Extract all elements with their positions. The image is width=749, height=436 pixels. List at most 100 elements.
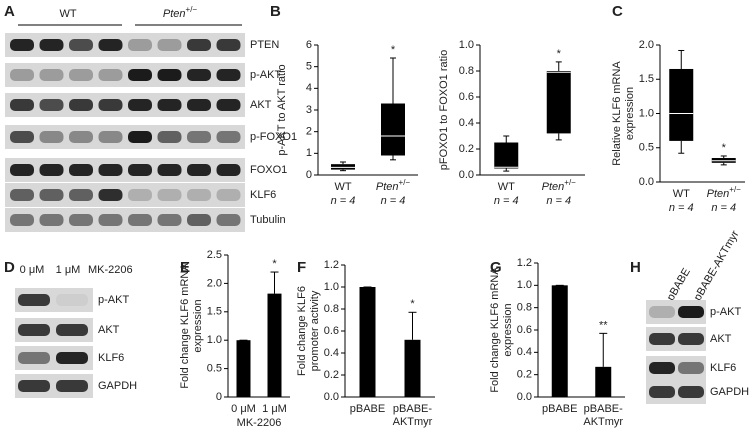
y-tick-label: 0.0 <box>639 176 654 188</box>
blot-band <box>69 214 93 226</box>
y-axis-label: pFOXO1 to FOXO1 ratio <box>438 50 450 170</box>
blot-band <box>128 69 152 81</box>
n-label: n = 4 <box>381 195 406 207</box>
treatment-label: MK-2206 <box>88 264 133 276</box>
y-tick-label: 0.4 <box>324 347 339 359</box>
panel-label: H <box>630 259 641 276</box>
x-tick-label: WT <box>673 188 690 200</box>
y-tick-label: 3 <box>306 104 312 116</box>
group-label: 1 μM <box>56 264 81 276</box>
blot-band <box>157 164 182 176</box>
blot-band <box>216 214 241 226</box>
n-label: n = 4 <box>494 195 519 207</box>
blot-band <box>56 324 88 336</box>
group-label: WT <box>59 8 76 20</box>
blot-band <box>128 189 152 201</box>
blot-band <box>39 131 64 143</box>
blot-band <box>187 131 211 143</box>
box <box>381 103 405 156</box>
blot-band <box>678 333 704 345</box>
bar <box>551 285 568 397</box>
n-label: n = 4 <box>669 202 694 214</box>
x-tick-label: pBABE <box>542 403 577 415</box>
box <box>331 164 355 170</box>
blot-band <box>10 189 34 201</box>
y-tick-label: 2.5 <box>207 249 222 261</box>
blot-band <box>649 362 675 374</box>
y-tick-label: 1.0 <box>207 334 222 346</box>
y-tick-label: 0.8 <box>517 302 532 314</box>
blot-band <box>10 99 34 111</box>
blot-band <box>69 69 93 81</box>
blot-band <box>69 39 93 51</box>
x-tick-label: Pten+/− <box>542 178 577 193</box>
blot-band <box>128 214 152 226</box>
row-label: p-AKT <box>98 294 129 306</box>
bar <box>404 339 421 397</box>
blot-band <box>10 214 34 226</box>
blot-band <box>187 189 211 201</box>
blot-band <box>128 39 152 51</box>
row-label: PTEN <box>250 39 279 51</box>
box <box>546 71 571 134</box>
blot-band <box>39 189 64 201</box>
y-tick-label: 0.2 <box>324 369 339 381</box>
row-label: AKT <box>250 99 272 111</box>
blot-band <box>98 99 123 111</box>
y-tick-label: 5 <box>306 61 312 73</box>
x-tick-label: pBABE-AKTmyr <box>583 403 623 428</box>
blot-band <box>187 99 211 111</box>
y-tick-label: 0.2 <box>517 369 532 381</box>
y-tick-label: 1.2 <box>324 259 339 271</box>
y-tick-label: 1.5 <box>639 73 654 85</box>
y-tick-label: 2 <box>306 126 312 138</box>
blot-band <box>98 214 123 226</box>
blot-band <box>10 69 34 81</box>
group-label: pBABE-AKTmyr <box>692 228 742 303</box>
x-tick-label: 0 μM <box>231 403 256 415</box>
group-label: pBABE <box>665 266 693 303</box>
row-label: p-AKT <box>250 69 281 81</box>
row-label: AKT <box>98 324 120 336</box>
blot-band <box>216 164 241 176</box>
blot-band <box>157 39 182 51</box>
blot-band <box>678 306 704 318</box>
blot-band <box>39 39 64 51</box>
blot-band <box>187 69 211 81</box>
row-label: KLF6 <box>250 189 276 201</box>
y-axis-label: promoter activity <box>309 290 321 371</box>
blot-band <box>98 39 123 51</box>
x-tick-label: pBABE <box>350 403 385 415</box>
row-label: GAPDH <box>98 380 137 392</box>
y-tick-label: 2.0 <box>207 277 222 289</box>
blot-band <box>39 214 64 226</box>
bar <box>595 366 612 397</box>
blot-band <box>18 324 50 336</box>
y-tick-label: 4 <box>306 82 312 94</box>
row-label: AKT <box>710 333 732 345</box>
y-axis-label: Relative KLF6 mRNA <box>611 61 623 166</box>
significance: ** <box>599 319 608 331</box>
y-tick-label: 0.4 <box>459 117 474 129</box>
y-tick-label: 1.5 <box>207 306 222 318</box>
panel-label: B <box>270 3 281 20</box>
blot-band <box>157 214 182 226</box>
y-tick-label: 0.6 <box>324 325 339 337</box>
blot-band <box>216 39 241 51</box>
y-axis-label: p-AKT to AKT ratio <box>276 64 288 155</box>
blot-band <box>18 294 50 306</box>
significance: * <box>410 298 415 310</box>
blot-band <box>69 164 93 176</box>
blot-band <box>216 99 241 111</box>
row-label: p-FOXO1 <box>250 131 297 143</box>
x-tick-label: Pten+/− <box>376 178 411 193</box>
y-tick-label: 1.2 <box>517 257 532 269</box>
blot-band <box>187 39 211 51</box>
blot-band <box>98 189 123 201</box>
row-label: KLF6 <box>710 362 736 374</box>
blot-band <box>128 131 152 143</box>
box <box>494 142 519 169</box>
blot-band <box>216 69 241 81</box>
x-axis-label: MK-2206 <box>237 417 282 429</box>
bar <box>236 340 251 397</box>
